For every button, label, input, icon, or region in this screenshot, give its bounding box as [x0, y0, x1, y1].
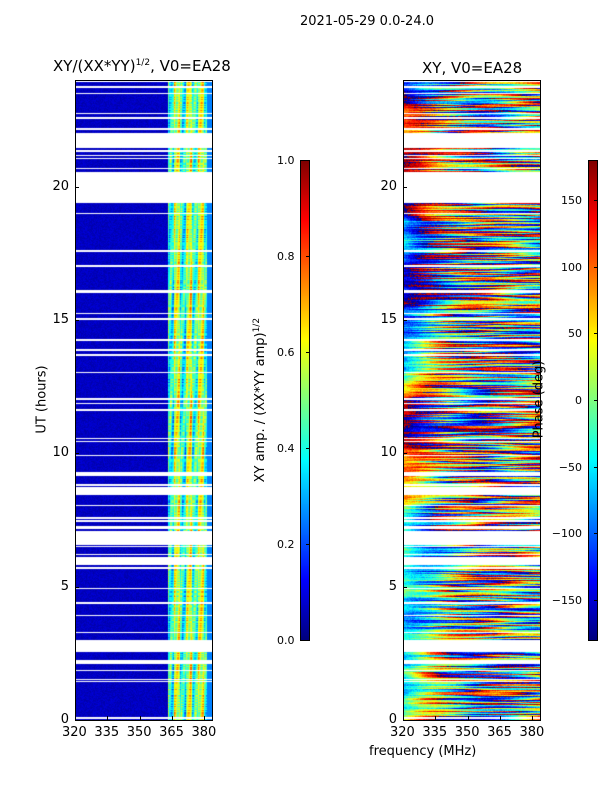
- y-tick-mark: [403, 586, 407, 588]
- y-tick-mark: [75, 186, 79, 188]
- colorbar-tick-mark: [594, 466, 598, 468]
- right-plot-title: XY, V0=EA28: [422, 59, 523, 77]
- phase-heatmap: [403, 80, 540, 720]
- colorbar-tick-label: −150: [551, 594, 582, 607]
- colorbar-tick-mark: [594, 600, 598, 601]
- colorbar-tick-mark: [306, 544, 310, 545]
- colorbar-tick-label: 0.0: [277, 634, 295, 647]
- amplitude-colorbar: [300, 160, 310, 640]
- colorbar-tick-mark: [594, 200, 598, 201]
- colorbar-tick-label: −50: [558, 460, 582, 474]
- left-title-sup: 1/2: [135, 58, 151, 68]
- colorbar-tick-mark: [594, 533, 598, 535]
- y-tick-label: 20: [380, 178, 397, 194]
- amplitude-colorbar-frame: [300, 160, 310, 641]
- colorbar-tick-label: −100: [551, 527, 582, 541]
- y-tick-mark: [403, 720, 407, 721]
- colorbar-tick-mark: [594, 266, 598, 268]
- y-tick-mark: [75, 320, 79, 321]
- y-tick-mark: [75, 453, 79, 455]
- left-title-main: XY/(XX*YY): [53, 57, 136, 75]
- shared-xlabel: frequency (MHz): [369, 744, 477, 759]
- cb-label-sup: 1/2: [251, 317, 262, 333]
- colorbar-tick-mark: [306, 352, 310, 353]
- left-ylabel-wrap: UT (hours): [0, 365, 92, 433]
- y-tick-mark: [403, 320, 407, 321]
- colorbar-tick-mark: [594, 400, 598, 401]
- x-tick-label: 350: [454, 725, 480, 740]
- left-title-tail: , V0=EA28: [150, 57, 231, 75]
- x-tick-mark: [172, 716, 174, 720]
- x-tick-mark: [467, 716, 469, 720]
- x-tick-mark: [532, 716, 534, 720]
- x-tick-label: 320: [62, 725, 87, 740]
- y-tick-label: 10: [380, 445, 397, 461]
- amplitude-colorbar-label-wrap: XY amp. / (XX*YY amp)1/2: [160, 318, 360, 482]
- phase-colorbar: [588, 160, 598, 640]
- x-tick-label: 365: [159, 725, 184, 740]
- colorbar-tick-label: 0.4: [277, 442, 295, 455]
- amplitude-colorbar-label: XY amp. / (XX*YY amp)1/2: [252, 300, 268, 500]
- x-tick-mark: [107, 716, 109, 720]
- left-ylabel: UT (hours): [34, 365, 50, 434]
- x-tick-mark: [204, 716, 206, 720]
- colorbar-tick-mark: [306, 160, 310, 161]
- suptitle: 2021-05-29 0.0-24.0: [300, 14, 434, 29]
- y-tick-label: 15: [380, 312, 397, 327]
- colorbar-tick-label: 0: [575, 394, 582, 407]
- x-tick-mark: [75, 716, 76, 720]
- left-plot-title: XY/(XX*YY)1/2, V0=EA28: [53, 57, 231, 75]
- colorbar-tick-label: 50: [568, 327, 582, 341]
- x-tick-label: 380: [191, 725, 217, 740]
- x-tick-mark: [403, 716, 404, 720]
- colorbar-tick-label: 100: [561, 260, 582, 274]
- x-tick-label: 380: [519, 725, 545, 740]
- x-tick-label: 335: [94, 725, 120, 740]
- y-tick-label: 5: [60, 578, 69, 594]
- y-tick-label: 15: [52, 312, 69, 327]
- y-tick-label: 5: [388, 578, 397, 594]
- colorbar-tick-label: 0.8: [277, 250, 295, 263]
- y-tick-label: 0: [60, 712, 69, 727]
- y-tick-label: 0: [388, 712, 397, 727]
- amplitude-heatmap: [75, 80, 212, 720]
- cb-label-main: XY amp. / (XX*YY amp): [253, 332, 269, 483]
- right-plot-frame: [403, 80, 541, 721]
- colorbar-tick-label: 0.2: [277, 538, 295, 551]
- y-tick-mark: [403, 186, 407, 188]
- y-tick-mark: [75, 720, 79, 721]
- colorbar-tick-mark: [306, 640, 310, 641]
- colorbar-tick-label: 150: [561, 194, 582, 207]
- colorbar-tick-mark: [306, 256, 310, 257]
- y-tick-mark: [403, 453, 407, 455]
- colorbar-tick-mark: [594, 333, 598, 335]
- y-tick-mark: [75, 586, 79, 588]
- x-tick-label: 320: [390, 725, 415, 740]
- colorbar-tick-label: 1.0: [277, 154, 295, 167]
- colorbar-tick-mark: [306, 448, 310, 449]
- x-tick-mark: [139, 716, 141, 720]
- x-tick-label: 365: [487, 725, 512, 740]
- x-tick-mark: [435, 716, 437, 720]
- colorbar-tick-label: 0.6: [277, 346, 295, 359]
- left-plot-frame: [75, 80, 213, 721]
- x-tick-mark: [500, 716, 502, 720]
- y-tick-label: 10: [52, 445, 69, 461]
- phase-colorbar-label-wrap: Phase (deg): [489, 361, 589, 439]
- phase-colorbar-label: Phase (deg): [531, 360, 547, 439]
- x-tick-label: 350: [126, 725, 152, 740]
- y-tick-label: 20: [52, 178, 69, 194]
- x-tick-label: 335: [422, 725, 448, 740]
